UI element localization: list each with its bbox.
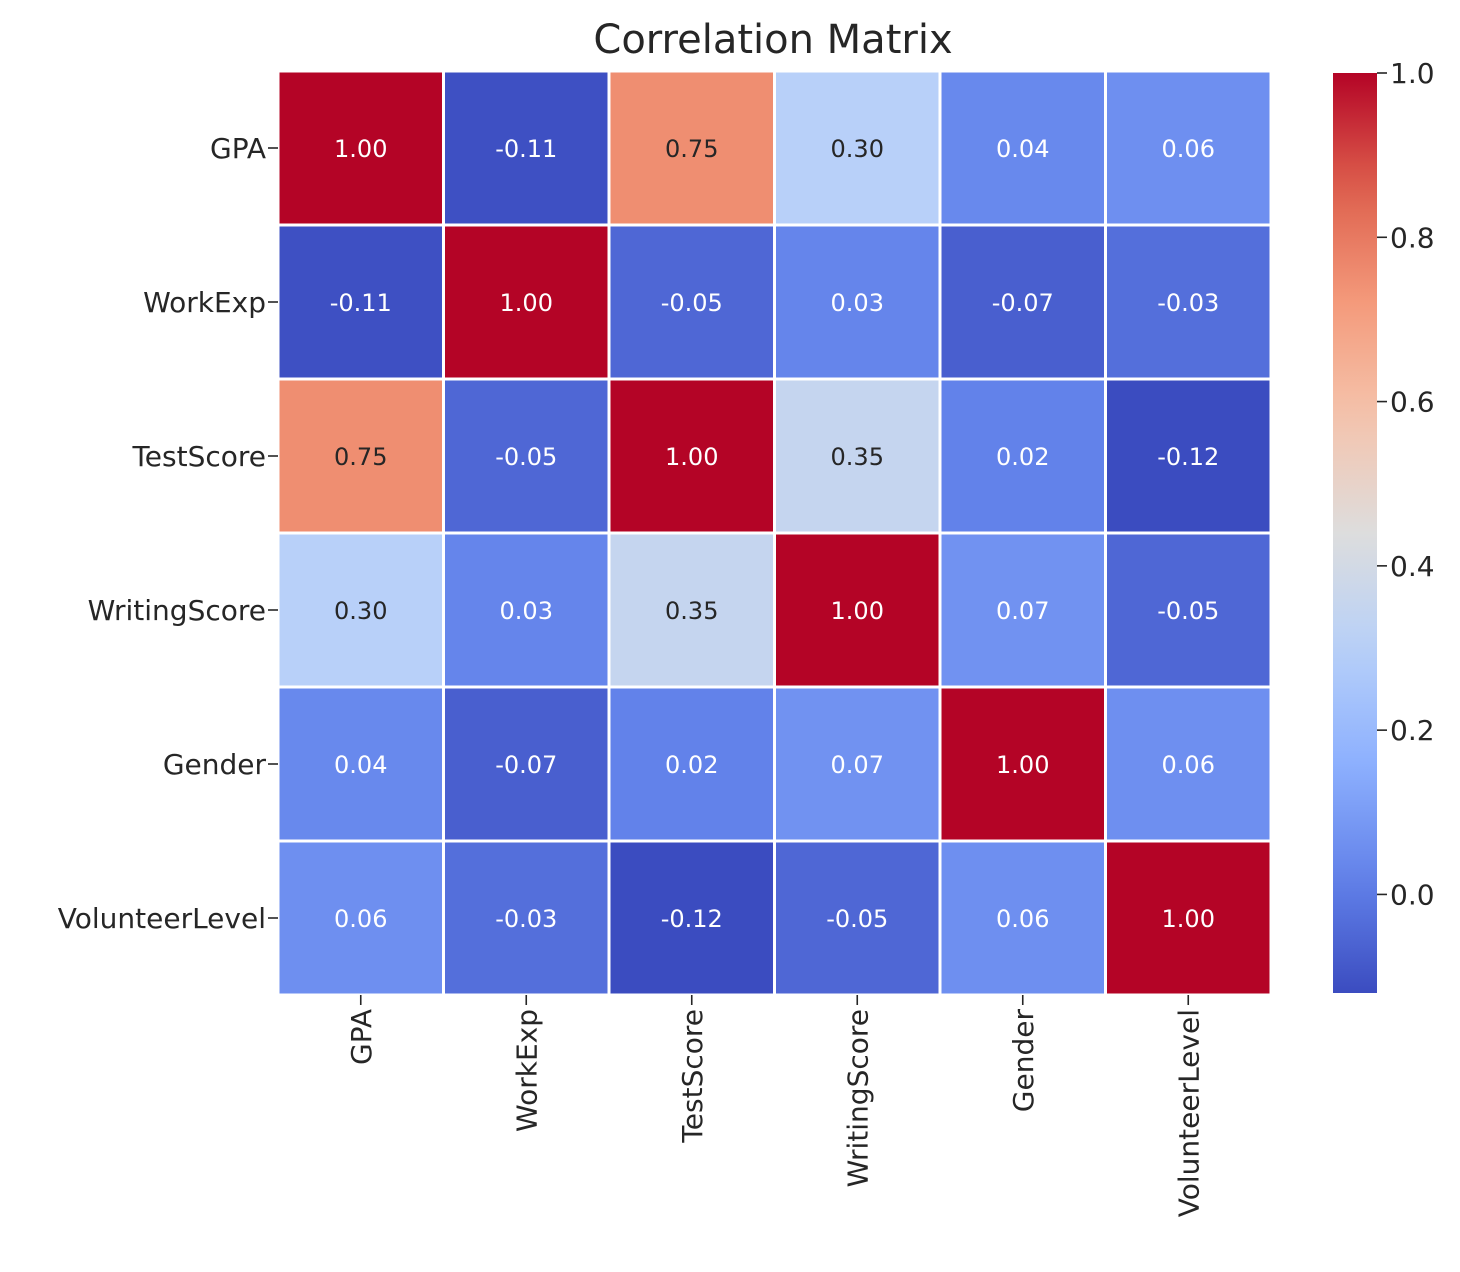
cell-3-1 [442, 531, 611, 689]
cell-3-0 [276, 531, 445, 689]
cell-4-2 [607, 685, 776, 843]
cell-label-2-3: 0.35 [831, 443, 884, 471]
cell-label-1-2: -0.05 [661, 289, 723, 317]
x-tick-label-0: GPA [345, 1009, 378, 1065]
cell-label-2-1: -0.05 [495, 443, 557, 471]
y-tick-label-2: TestScore [131, 440, 266, 473]
cell-4-3 [773, 685, 942, 843]
cell-0-0 [276, 69, 445, 227]
cell-label-3-1: 0.03 [500, 597, 553, 625]
cell-3-5 [1104, 531, 1273, 689]
cell-label-0-5: 0.06 [1162, 135, 1215, 163]
cell-label-1-1: 1.00 [500, 289, 553, 317]
cell-label-4-0: 0.04 [334, 751, 387, 779]
cell-label-1-4: -0.07 [992, 289, 1054, 317]
cell-label-5-3: -0.05 [826, 905, 888, 933]
cell-label-3-5: -0.05 [1157, 597, 1219, 625]
cell-label-4-3: 0.07 [831, 751, 884, 779]
cell-3-3 [773, 531, 942, 689]
y-tick-label-1: WorkExp [143, 286, 266, 319]
y-tick-label-3: WritingScore [88, 594, 266, 627]
colorbar-tick-label-5: 1.0 [1390, 57, 1435, 90]
cell-5-0 [276, 839, 445, 997]
cell-3-4 [938, 531, 1107, 689]
cell-1-5 [1104, 223, 1273, 381]
cell-label-4-5: 0.06 [1162, 751, 1215, 779]
cell-label-5-1: -0.03 [495, 905, 557, 933]
colorbar-gradient [1333, 73, 1377, 993]
cell-label-0-4: 0.04 [996, 135, 1049, 163]
cell-label-2-2: 1.00 [665, 443, 718, 471]
cell-label-3-4: 0.07 [996, 597, 1049, 625]
colorbar-tick-label-4: 0.8 [1390, 221, 1435, 254]
cell-1-3 [773, 223, 942, 381]
y-tick-label-5: VolunteerLevel [58, 902, 266, 935]
y-tick-label-0: GPA [210, 132, 266, 165]
cell-3-2 [607, 531, 776, 689]
colorbar-tick-label-2: 0.4 [1390, 550, 1435, 583]
cell-label-3-3: 1.00 [831, 597, 884, 625]
cell-label-3-2: 0.35 [665, 597, 718, 625]
x-tick-labels: GPA WorkExp TestScore WritingScore Gender Vol… [345, 995, 1205, 1217]
cell-0-2 [607, 69, 776, 227]
cell-4-5 [1104, 685, 1273, 843]
cell-4-4 [938, 685, 1107, 843]
colorbar: 0.0 0.2 0.4 0.6 0.8 1.0 [1333, 57, 1435, 993]
y-tick-label-4: Gender [163, 748, 267, 781]
cell-label-1-5: -0.03 [1157, 289, 1219, 317]
colorbar-tick-label-3: 0.6 [1390, 386, 1435, 419]
cell-label-5-5: 1.00 [1162, 905, 1215, 933]
cell-label-4-4: 1.00 [996, 751, 1049, 779]
cell-0-1 [442, 69, 611, 227]
heatmap-cells: 1.00 -0.11 0.75 0.30 0.04 0.06 -0.11 1.00 -0.05 0… [276, 69, 1273, 997]
cell-0-5 [1104, 69, 1273, 227]
cell-1-1 [442, 223, 611, 381]
cell-label-1-3: 0.03 [831, 289, 884, 317]
y-tick-labels: GPA WorkExp TestScore WritingScore Gender Vol… [58, 132, 278, 935]
x-tick-label-5: VolunteerLevel [1172, 1009, 1205, 1217]
x-tick-label-1: WorkExp [510, 1009, 543, 1132]
x-tick-label-4: Gender [1007, 1009, 1040, 1113]
cell-label-5-0: 0.06 [334, 905, 387, 933]
cell-label-0-3: 0.30 [831, 135, 884, 163]
cell-2-3 [773, 377, 942, 535]
cell-label-0-2: 0.75 [665, 135, 718, 163]
cell-label-2-4: 0.02 [996, 443, 1049, 471]
colorbar-tick-label-0: 0.0 [1390, 878, 1435, 911]
cell-4-0 [276, 685, 445, 843]
x-tick-label-2: TestScore [676, 1009, 709, 1144]
cell-label-5-4: 0.06 [996, 905, 1049, 933]
cell-label-1-0: -0.11 [330, 289, 392, 317]
chart-title: Correlation Matrix [593, 17, 952, 63]
cell-label-4-1: -0.07 [495, 751, 557, 779]
colorbar-tick-label-1: 0.2 [1390, 714, 1435, 747]
cell-label-3-0: 0.30 [334, 597, 387, 625]
cell-2-4 [938, 377, 1107, 535]
cell-label-2-5: -0.12 [1157, 443, 1219, 471]
cell-label-0-0: 1.00 [334, 135, 387, 163]
cell-label-5-2: -0.12 [661, 905, 723, 933]
cell-2-5 [1104, 377, 1273, 535]
cell-label-0-1: -0.11 [495, 135, 557, 163]
cell-label-2-0: 0.75 [334, 443, 387, 471]
cell-5-5 [1104, 839, 1273, 997]
x-tick-label-3: WritingScore [841, 1009, 874, 1187]
cell-2-1 [442, 377, 611, 535]
cell-label-4-2: 0.02 [665, 751, 718, 779]
